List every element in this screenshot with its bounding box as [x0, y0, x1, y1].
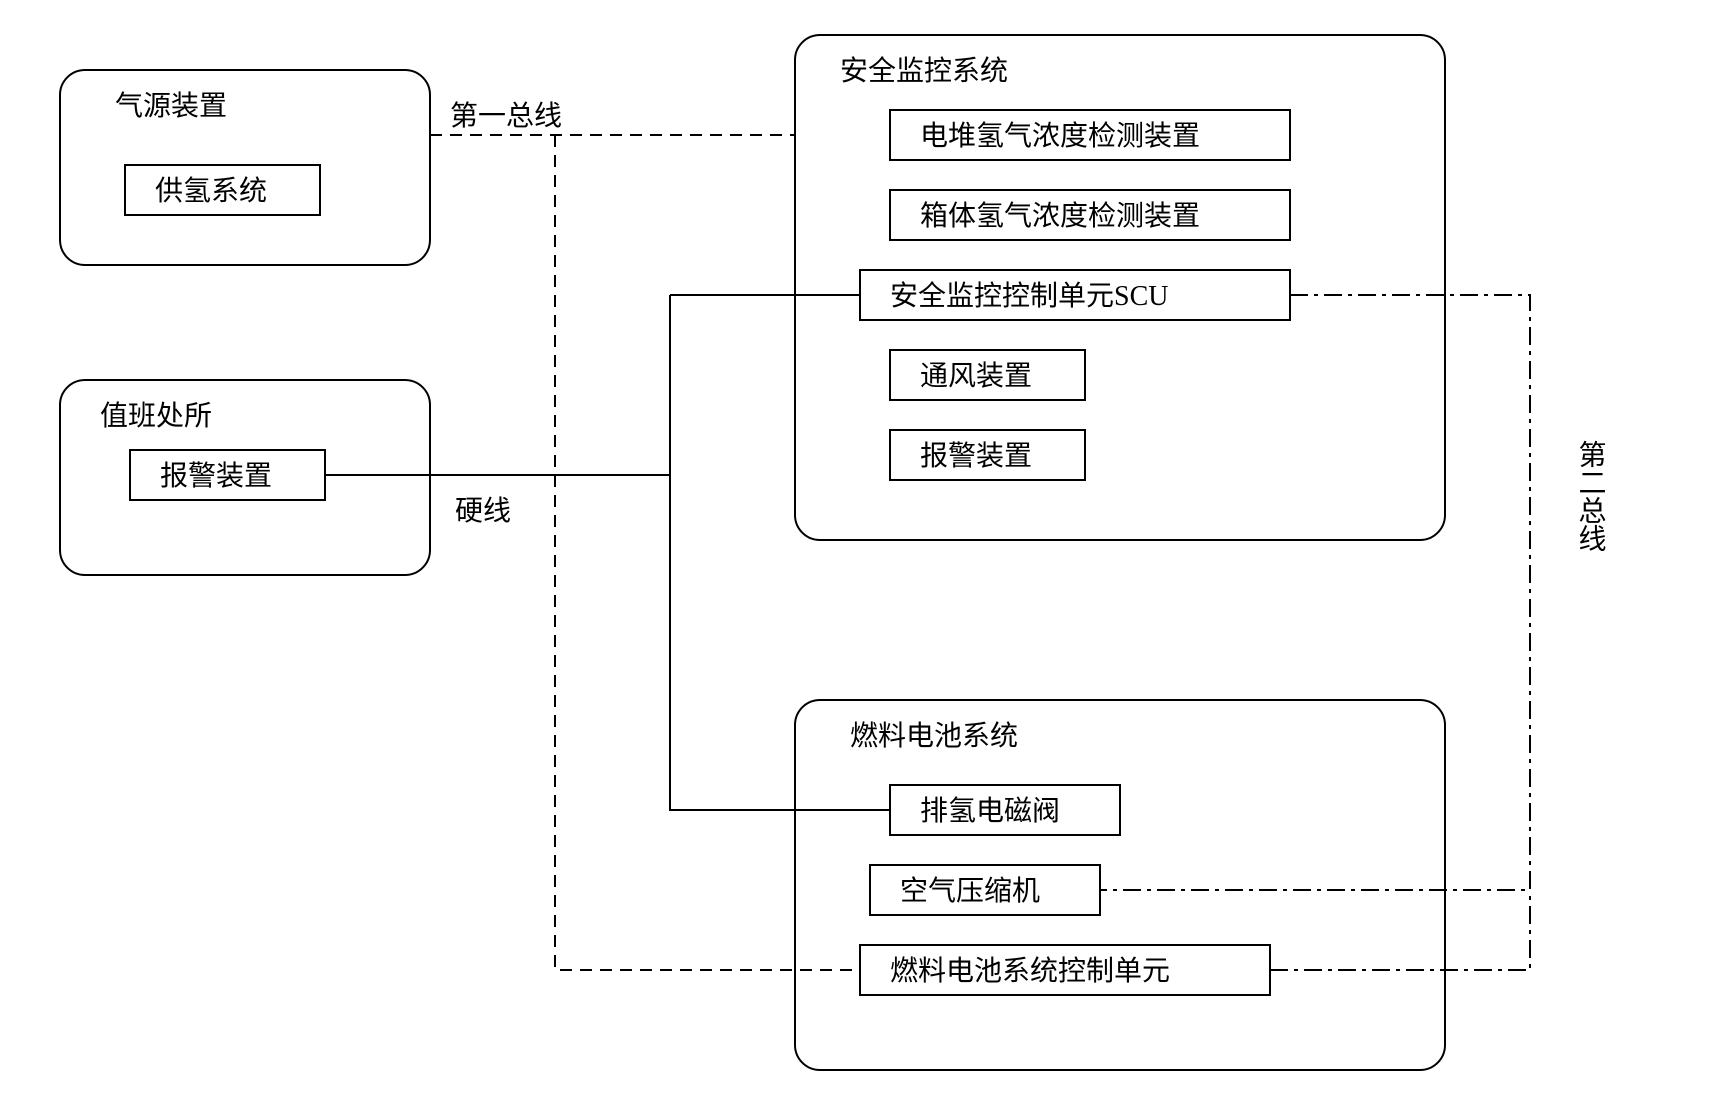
container-title: 气源装置 [115, 90, 227, 122]
item-label: 通风装置 [920, 360, 1032, 392]
item-label: 报警装置 [160, 460, 272, 492]
container-gas_source: 气源装置供氢系统 [60, 70, 430, 265]
container-duty: 值班处所报警装置 [60, 380, 430, 575]
diagram-canvas: 气源装置供氢系统值班处所报警装置安全监控系统电堆氢气浓度检测装置箱体氢气浓度检测… [0, 0, 1712, 1117]
edges-layer [325, 135, 1530, 970]
item-label: 供氢系统 [155, 175, 267, 207]
item-label: 报警装置 [920, 440, 1032, 472]
item-label: 排氢电磁阀 [920, 795, 1060, 827]
container-frame [795, 700, 1445, 1070]
container-safety: 安全监控系统电堆氢气浓度检测装置箱体氢气浓度检测装置安全监控控制单元SCU 通风装… [795, 35, 1445, 540]
container-title: 值班处所 [100, 400, 212, 432]
container-title: 安全监控系统 [840, 55, 1008, 87]
edge-label-hard: 硬线 [455, 495, 511, 527]
boxes-layer: 气源装置供氢系统值班处所报警装置安全监控系统电堆氢气浓度检测装置箱体氢气浓度检测… [60, 35, 1445, 1070]
item-label: 电堆氢气浓度检测装置 [920, 120, 1200, 152]
container-fuel: 燃料电池系统排氢电磁阀空气压缩机燃料电池系统控制单元 [795, 700, 1445, 1070]
item-label: 燃料电池系统控制单元 [890, 955, 1170, 987]
edge-5 [1100, 295, 1530, 890]
item-label: 箱体氢气浓度检测装置 [920, 200, 1200, 232]
container-title: 燃料电池系统 [850, 720, 1018, 752]
edge-6 [1270, 890, 1530, 970]
edge-labels: 第一总线硬线 第二总线 [450, 100, 1606, 552]
item-label: 空气压缩机 [900, 875, 1040, 907]
edge-1 [555, 135, 860, 970]
edge-label-bus2: 第二总线 [1575, 440, 1606, 552]
edge-label-bus1: 第一总线 [450, 100, 562, 132]
item-label: 安全监控控制单元SCU [890, 280, 1168, 312]
